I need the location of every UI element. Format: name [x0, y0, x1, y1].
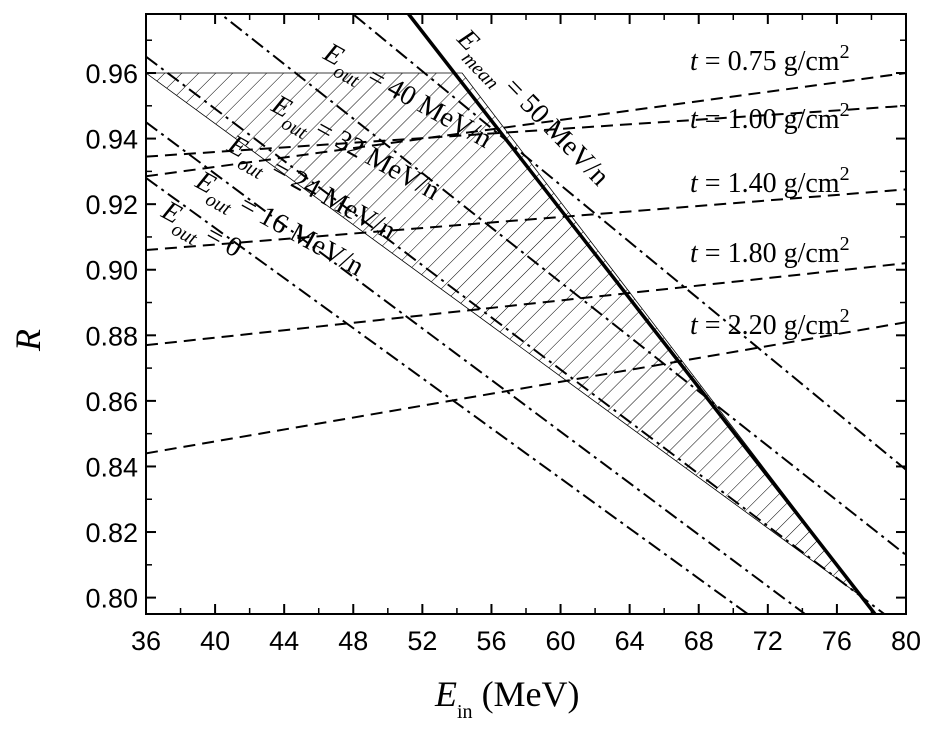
x-tick-label: 56	[476, 626, 506, 656]
eout-line-2	[146, 55, 886, 614]
thickness-label-3: t = 1.80 g/cm2	[690, 233, 850, 269]
x-axis-title-var: E	[434, 674, 457, 714]
thickness-label-1: t = 1.00 g/cm2	[690, 99, 850, 135]
y-tick-label: 0.90	[85, 256, 138, 286]
y-axis-title: R	[8, 329, 48, 352]
thickness-line-3	[146, 262, 906, 347]
thickness-line-4	[146, 321, 906, 455]
eout-line-4	[146, 177, 750, 614]
thickness-line-2	[146, 188, 906, 252]
y-tick-label: 0.82	[85, 518, 138, 548]
emean-line	[407, 14, 877, 614]
x-tick-label: 72	[753, 626, 783, 656]
x-axis-title: Ein (MeV)	[434, 674, 580, 723]
region-layer	[146, 72, 864, 598]
y-tick-label: 0.86	[85, 387, 138, 417]
thickness-label-0: t = 0.75 g/cm2	[690, 41, 850, 77]
x-tick-label: 36	[131, 626, 161, 656]
thickness-label-4: t = 2.20 g/cm2	[690, 305, 850, 341]
x-axis-title-sub: in	[457, 701, 473, 723]
y-tick-label: 0.88	[85, 321, 138, 351]
ticks-layer: 36 40 44 48 52 56 60 64 68 72 76 80 0.80 0.82 0.84 0.86…	[85, 14, 921, 656]
x-tick-label: 40	[200, 626, 230, 656]
x-tick-label: 80	[891, 626, 921, 656]
x-tick-label: 76	[822, 626, 852, 656]
x-tick-label: 64	[615, 626, 645, 656]
lines-layer	[146, 14, 906, 614]
thickness-label-2: t = 1.40 g/cm2	[690, 163, 850, 199]
y-tick-label: 0.84	[85, 452, 138, 482]
eout-line-3	[146, 121, 807, 614]
x-tick-label: 48	[338, 626, 368, 656]
y-tick-label: 0.96	[85, 59, 138, 89]
x-tick-label: 68	[684, 626, 714, 656]
y-tick-label: 0.80	[85, 584, 138, 614]
x-tick-label: 52	[407, 626, 437, 656]
shaded-region	[146, 72, 864, 598]
y-tick-label: 0.92	[85, 190, 138, 220]
x-tick-label: 44	[269, 626, 299, 656]
thickness-line-1	[146, 104, 906, 158]
eout-line-0	[351, 14, 906, 471]
x-tick-label: 60	[546, 626, 576, 656]
y-tick-label: 0.94	[85, 125, 138, 155]
thickness-line-0	[146, 72, 906, 178]
x-axis-title-unit: (MeV)	[473, 674, 580, 714]
